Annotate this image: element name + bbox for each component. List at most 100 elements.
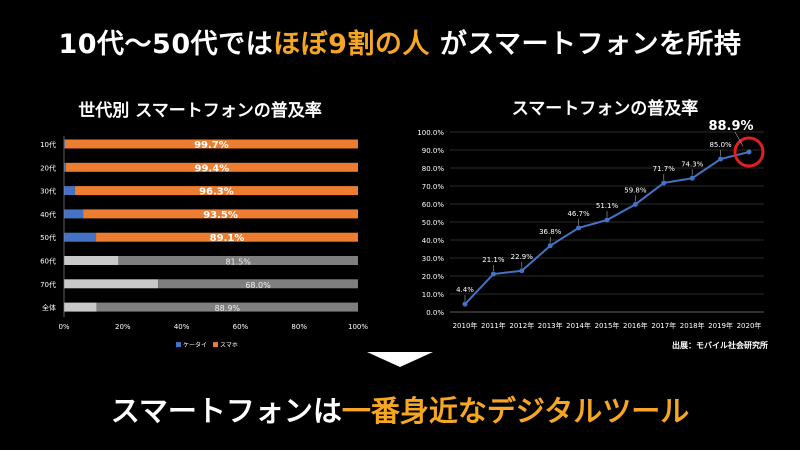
x-tick-label: 80% [291, 323, 307, 331]
point-label: 21.1% [482, 256, 505, 264]
point-label: 85.0% [709, 141, 732, 149]
y-tick-label: 30.0% [422, 255, 445, 263]
x-tick-label: 60% [233, 323, 249, 331]
y-tick-label: 40.0% [422, 237, 445, 245]
x-tick-label: 2013年 [538, 321, 563, 330]
label-leader [734, 131, 744, 147]
line-chart-title: スマートフォンの普及率 [511, 99, 699, 119]
x-tick-label: 40% [174, 323, 190, 331]
point-label: 74.3% [681, 160, 704, 168]
category-label: 30代 [40, 187, 56, 196]
x-tick-label: 2019年 [708, 321, 733, 330]
series-line [464, 151, 750, 305]
data-point [632, 201, 638, 207]
x-tick-label: 2011年 [481, 321, 506, 330]
category-label: 10代 [40, 140, 56, 149]
category-label: 70代 [40, 280, 56, 289]
bar-keitai [64, 162, 66, 172]
point-label: 59.8% [624, 186, 647, 194]
bottom-highlight: 一番身近なデジタルツール [341, 394, 690, 428]
x-tick-label: 2018年 [680, 321, 705, 330]
category-label: 40代 [40, 210, 56, 219]
bar-keitai [64, 256, 119, 265]
y-tick-label: 100.0% [417, 129, 444, 137]
bar-smartphone [74, 186, 359, 196]
data-point [519, 268, 525, 274]
x-tick-label: 2010年 [453, 321, 478, 330]
bar-smartphone [158, 279, 358, 289]
bar-keitai [64, 139, 65, 149]
highlight-label: 88.9% [708, 119, 753, 134]
point-label: 46.7% [567, 210, 590, 218]
data-point [718, 156, 724, 162]
data-point [746, 149, 752, 155]
bottom-part1: スマートフォンは [110, 394, 342, 428]
bar-smartphone [118, 256, 358, 265]
bar-smartphone [65, 162, 358, 172]
category-label: 60代 [40, 257, 56, 266]
y-tick-label: 10.0% [422, 291, 445, 299]
bar-keitai [64, 302, 97, 312]
x-tick-label: 2014年 [566, 321, 591, 330]
bar-data-label: 93.5% [203, 210, 238, 221]
x-tick-label: 2017年 [651, 321, 676, 330]
bar-keitai [64, 209, 84, 219]
data-point [576, 225, 582, 231]
x-tick-label: 2012年 [509, 321, 534, 330]
legend-swatch-smartphone [213, 342, 218, 348]
point-label: 4.4% [456, 286, 474, 294]
bar-chart: 10代 99.7% 20代 99.4% 30代 96.3% 40代 93.5% 50代 89.1%… [40, 136, 368, 349]
highlight-circle [733, 136, 765, 168]
data-point [490, 271, 496, 277]
bar-smartphone [83, 209, 359, 219]
source-note: 出展：モバイル社会研究所 [672, 341, 768, 350]
x-tick-label: 0% [58, 323, 69, 331]
point-label: 36.8% [539, 228, 562, 236]
x-tick-label: 20% [115, 323, 131, 331]
headline-part1: 10代〜50代では [58, 29, 274, 60]
x-tick-label: 2015年 [595, 321, 620, 330]
bar-data-label: 68.0% [245, 281, 271, 290]
data-point [547, 243, 553, 249]
y-tick-label: 90.0% [422, 147, 445, 155]
legend-label-keitai: ケータイ [183, 341, 207, 349]
bar-data-label: 88.9% [215, 304, 241, 313]
bar-data-label: 99.7% [194, 140, 229, 151]
data-point [661, 180, 667, 186]
headline-part2: がスマートフォンを所持 [429, 29, 742, 60]
x-tick-label: 2020年 [737, 321, 762, 330]
y-tick-label: 0.0% [426, 309, 444, 317]
bar-chart-title: 世代別 スマートフォンの普及率 [78, 101, 322, 121]
data-point [604, 217, 610, 223]
point-label: 22.9% [511, 253, 534, 261]
y-tick-label: 70.0% [422, 183, 445, 191]
line-chart: 0.0% 10.0% 20.0% 30.0% 40.0% 50.0% 60.0% 70.0% 8… [417, 119, 765, 330]
x-tick-label: 2016年 [623, 321, 648, 330]
x-tick-label: 100% [348, 323, 368, 331]
bar-data-label: 99.4% [195, 163, 230, 174]
legend-label-smartphone: スマホ [220, 342, 238, 349]
headline-highlight: ほぼ9割の人 [273, 29, 430, 60]
bar-data-label: 81.5% [225, 258, 251, 267]
y-tick-label: 20.0% [422, 273, 445, 281]
bar-keitai [64, 279, 159, 289]
y-tick-label: 60.0% [422, 201, 445, 209]
category-label: 50代 [40, 233, 56, 242]
bar-smartphone [96, 232, 359, 242]
point-label: 71.7% [653, 165, 676, 173]
y-tick-label: 50.0% [422, 219, 445, 227]
legend-swatch-keitai [176, 342, 181, 348]
category-label: 20代 [40, 163, 56, 172]
point-label: 51.1% [596, 202, 619, 210]
bar-data-label: 96.3% [199, 187, 234, 198]
bar-keitai [64, 186, 75, 196]
bar-smartphone [64, 139, 358, 149]
category-label: 全体 [42, 303, 56, 312]
headline: 10代〜50代ではほぼ9割の人 がスマートフォンを所持 [0, 22, 800, 61]
bottom-message: スマートフォンは一番身近なデジタルツール [0, 388, 800, 430]
bar-data-label: 89.1% [210, 233, 245, 244]
data-point [689, 175, 695, 181]
bar-smartphone [96, 302, 358, 312]
bar-keitai [64, 232, 97, 242]
down-arrow-icon [367, 352, 433, 367]
